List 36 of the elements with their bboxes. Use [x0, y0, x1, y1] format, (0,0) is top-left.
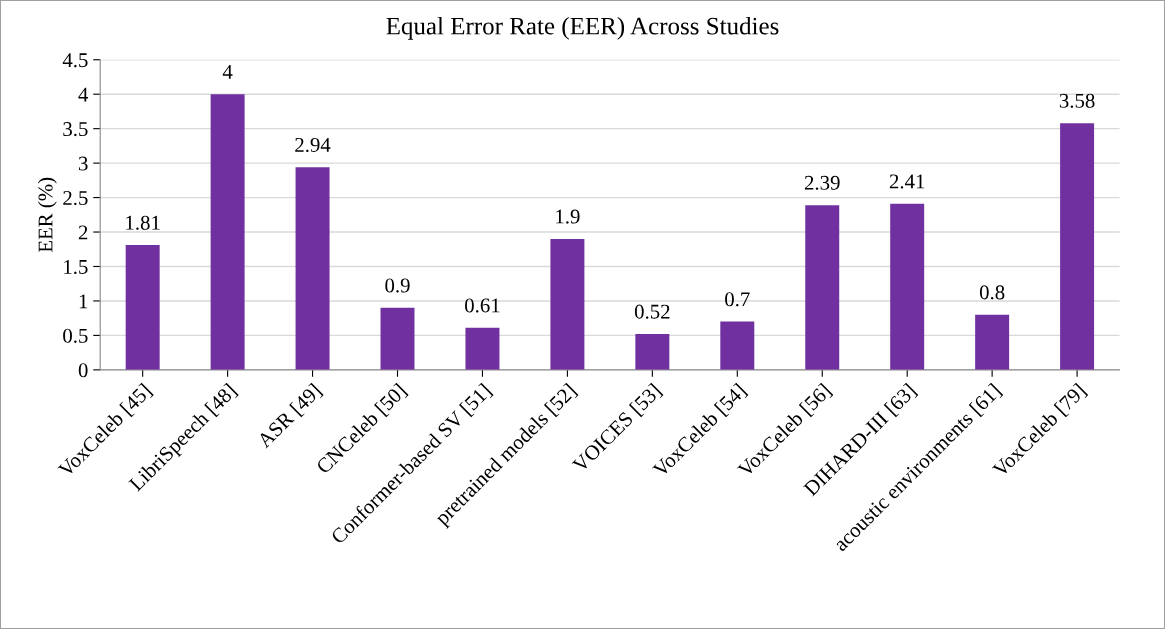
data-label: 0.7	[725, 292, 750, 307]
y-tick-label: 1	[79, 294, 88, 309]
y-axis-title: EER (%)	[37, 177, 57, 253]
y-tick-label: 2	[78, 225, 88, 240]
bar	[125, 245, 160, 370]
bar	[295, 167, 330, 370]
y-tick-label: 3.5	[63, 122, 88, 137]
bar	[890, 203, 925, 370]
data-label: 0.52	[634, 304, 670, 319]
y-tick-label: 3	[78, 156, 88, 171]
data-label: 3.58	[1059, 93, 1095, 108]
y-tick-label: 2.5	[63, 191, 88, 206]
y-tick-label: 4.5	[62, 53, 88, 68]
bar	[975, 314, 1010, 370]
bar	[465, 327, 500, 370]
data-label: 0.8	[979, 285, 1005, 300]
bar	[1060, 123, 1095, 370]
data-label: 0.61	[465, 298, 500, 313]
bar	[720, 321, 755, 370]
y-tick-label: 0.5	[63, 328, 88, 343]
bar	[550, 238, 585, 370]
data-label: 2.94	[295, 137, 331, 152]
data-label: 1.9	[556, 209, 580, 224]
bar	[380, 307, 415, 370]
chart-title: Equal Error Rate (EER) Across Studies	[386, 16, 779, 40]
y-tick-label: 4	[78, 87, 89, 102]
y-tick-label: 1.5	[64, 259, 88, 275]
data-label: 4	[222, 64, 233, 79]
bar	[210, 94, 245, 370]
y-tick-label: 0	[78, 363, 88, 378]
data-label: 1.81	[126, 215, 160, 230]
data-label: 2.41	[889, 174, 925, 189]
data-label: 0.9	[385, 278, 410, 293]
bar	[635, 334, 670, 370]
bar	[805, 205, 840, 370]
data-label: 2.39	[804, 175, 840, 190]
